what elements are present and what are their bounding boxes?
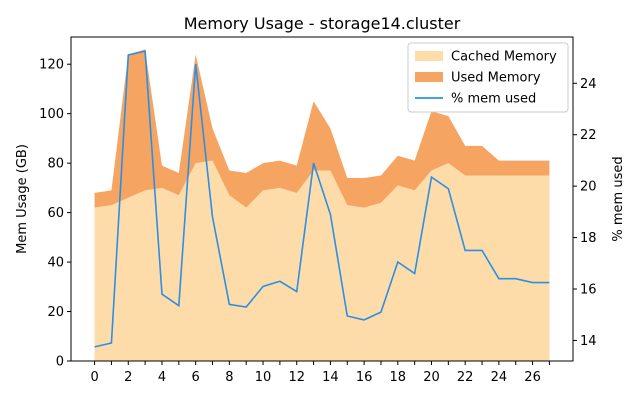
y-right-tick-label: 20 [580,180,597,195]
x-tick-label: 4 [158,370,166,385]
y-left-tick-label: 80 [47,157,64,172]
x-tick-label: 16 [356,370,373,385]
plot-frame [70,36,574,362]
x-tick-label: 20 [423,370,440,385]
x-tick-label: 24 [491,370,508,385]
y-right-tick-label: 18 [580,231,597,246]
x-tick-label: 14 [322,370,339,385]
x-tick-label: 0 [90,370,98,385]
y-axis-right: 14 16 18 20 22 24 [573,77,597,349]
y-axis-left-label: Mem Usage (GB) [15,144,30,254]
legend-label: Cached Memory [451,50,557,65]
y-left-tick-label: 0 [56,355,64,370]
y-right-tick-label: 24 [580,77,597,92]
legend: Cached Memory Used Memory % mem used [407,42,569,113]
y-right-tick-label: 16 [580,283,597,298]
legend-label: Used Memory [451,71,541,86]
y-right-tick-label: 14 [580,334,597,349]
legend-box [407,42,569,113]
y-right-tick-label: 22 [580,128,597,143]
x-tick-label: 2 [124,370,132,385]
chart-title: Memory Usage - storage14.cluster [184,14,461,33]
line-layer [94,50,550,348]
x-tick-label: 10 [255,370,272,385]
x-tick-label: 8 [225,370,233,385]
y-axis-right-label: % mem used [611,156,626,241]
legend-swatch [415,51,443,61]
y-left-tick-label: 120 [39,58,64,73]
legend-swatch [415,72,443,82]
x-tick-label: 18 [390,370,407,385]
used-memory-area [94,49,550,208]
y-left-tick-label: 100 [39,107,64,122]
area-layer [94,49,550,361]
x-tick-label: 12 [288,370,305,385]
y-left-tick-label: 40 [47,256,64,271]
legend-label: % mem used [451,92,536,107]
y-left-tick-label: 20 [47,305,64,320]
x-tick-label: 26 [524,370,541,385]
y-axis-left: 0 20 40 60 80 100 120 [39,58,71,370]
y-left-tick-label: 60 [47,206,64,221]
x-tick-label: 6 [192,370,200,385]
cached-memory-area [94,160,550,361]
x-axis: 0 2 4 6 8 10 12 14 16 18 20 22 24 26 [90,361,550,385]
pct-mem-used-line [94,50,550,348]
x-tick-label: 22 [457,370,474,385]
